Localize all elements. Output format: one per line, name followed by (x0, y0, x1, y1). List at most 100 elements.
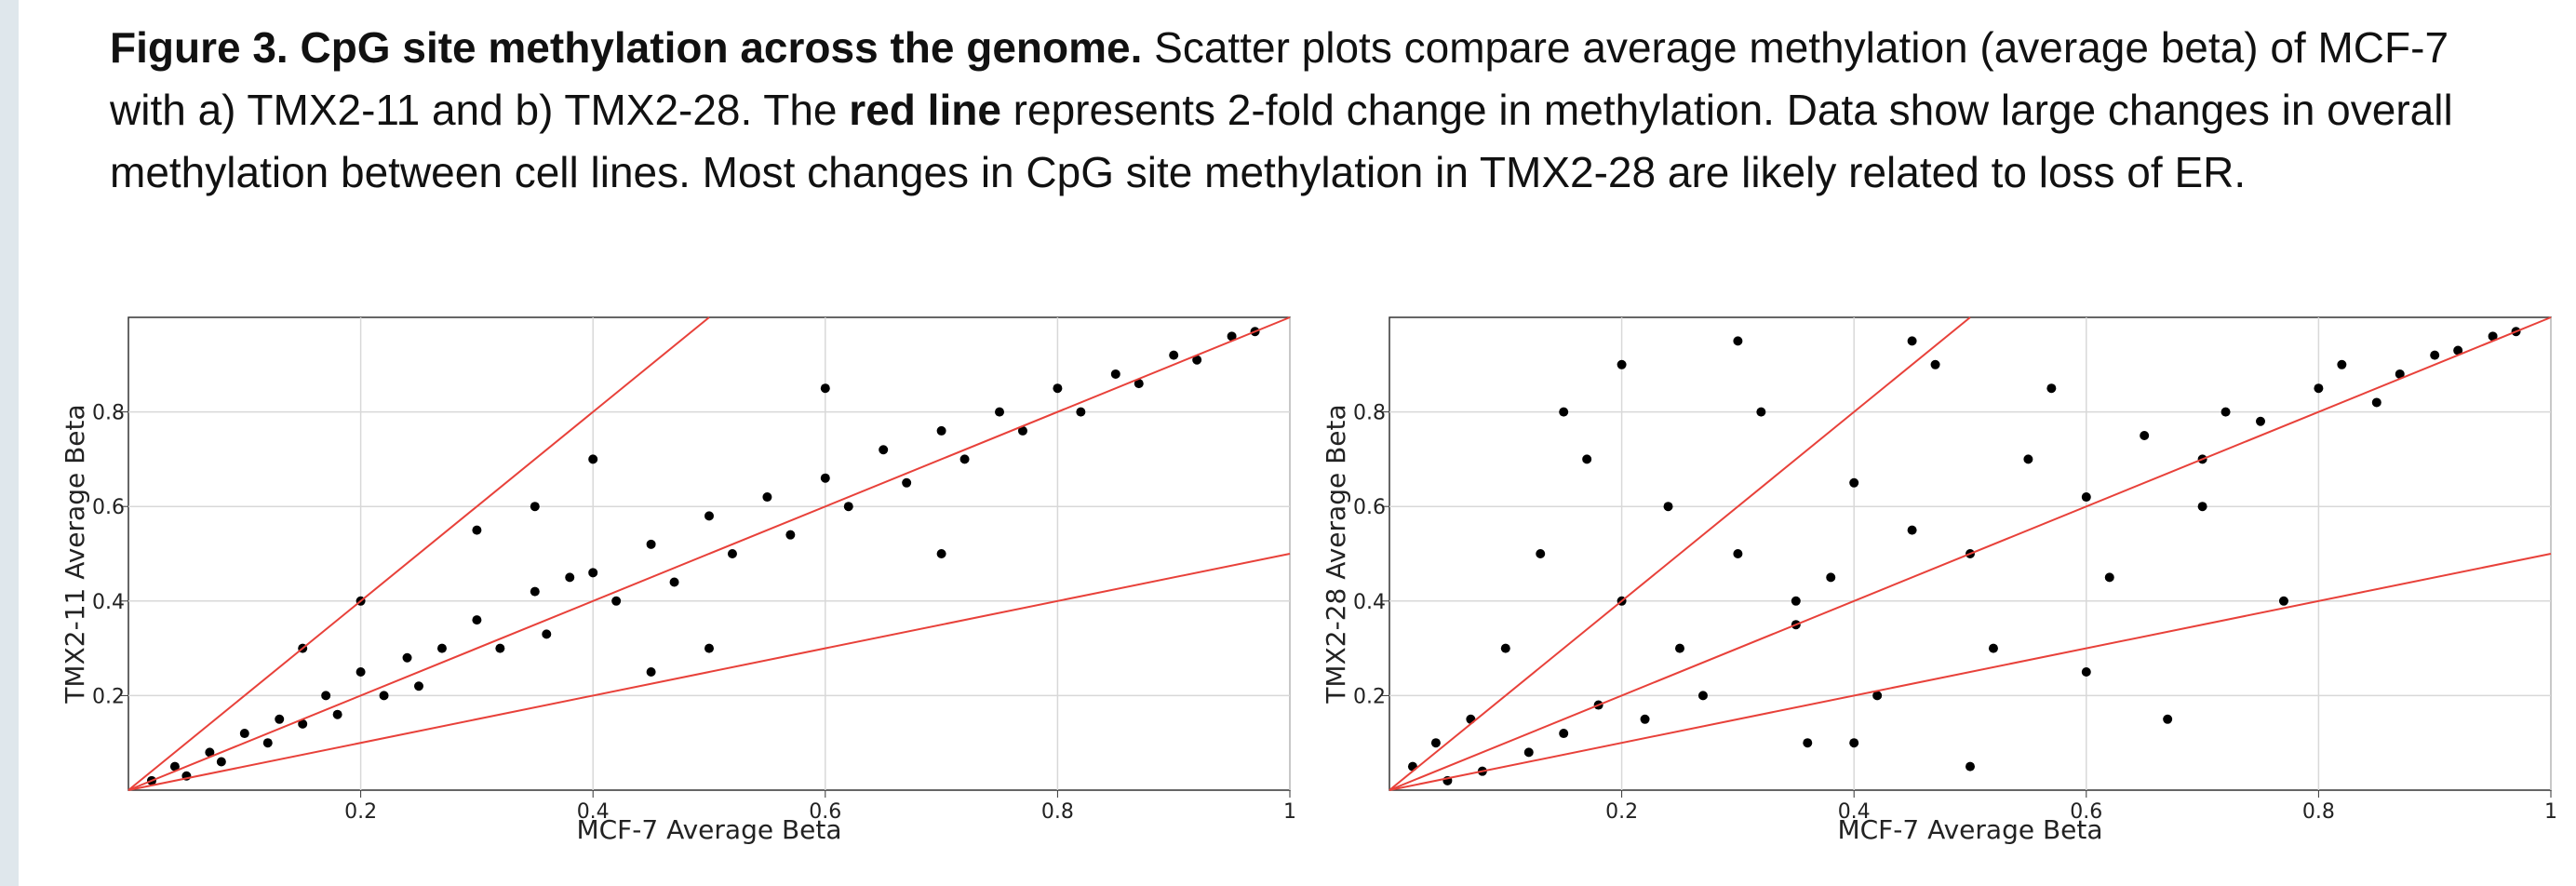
point (169, 761, 180, 772)
point (611, 596, 622, 606)
point (1988, 643, 1998, 653)
point (1227, 331, 1237, 342)
point (2256, 416, 2265, 426)
point (820, 383, 830, 394)
point (472, 615, 482, 625)
point (205, 747, 215, 758)
point (1134, 379, 1144, 389)
point (1663, 502, 1673, 512)
point (646, 667, 656, 677)
point (216, 757, 226, 767)
point (1169, 350, 1179, 360)
point (959, 454, 970, 464)
point (1192, 355, 1202, 365)
point (727, 549, 737, 558)
point (1733, 336, 1743, 346)
point (2081, 492, 2091, 503)
point (436, 643, 447, 653)
point (2140, 431, 2150, 440)
point (1826, 572, 1836, 583)
fold-change-line (127, 316, 1291, 791)
point (1930, 359, 1940, 369)
y-tick-label: 0.2 (92, 685, 125, 708)
point (785, 530, 796, 540)
point (820, 473, 830, 483)
fold-change-line (1389, 316, 1971, 791)
point (669, 577, 679, 587)
point (275, 714, 285, 724)
x-axis-title: MCF-7 Average Beta (576, 814, 841, 845)
point (1559, 407, 1569, 417)
point (298, 718, 308, 729)
point (402, 652, 412, 663)
y-tick-label: 0.6 (92, 496, 125, 519)
point (588, 454, 598, 464)
point (379, 691, 389, 701)
fold-change-line (127, 316, 710, 791)
point (495, 643, 505, 653)
point (936, 425, 946, 436)
x-tick-label: 0.4 (1838, 800, 1871, 824)
point (2430, 350, 2440, 360)
point (2081, 667, 2091, 677)
point (704, 643, 714, 653)
point (356, 667, 366, 677)
page-edge (0, 0, 19, 886)
point (530, 502, 540, 512)
point (1675, 643, 1684, 653)
point (2023, 454, 2033, 464)
y-tick-label: 0.2 (1353, 685, 1386, 708)
point (995, 407, 1004, 417)
point (2278, 596, 2288, 606)
point (1430, 738, 1441, 748)
point (1803, 738, 1813, 748)
point (1849, 477, 1859, 488)
y-tick-label: 0.8 (92, 402, 125, 425)
x-tick-label: 0.2 (1605, 800, 1638, 824)
y-tick-label: 0.4 (1353, 591, 1386, 614)
point (843, 502, 853, 512)
caption-lead: Figure 3. CpG site methylation across th… (110, 23, 1143, 72)
point (1017, 425, 1027, 436)
point (2104, 572, 2114, 583)
point (2220, 407, 2231, 417)
point (530, 586, 540, 597)
point (762, 492, 772, 503)
x-tick-label: 0.8 (2302, 800, 2335, 824)
point (2337, 359, 2347, 369)
x-tick-label: 0.4 (577, 800, 610, 824)
x-tick-label: 0.2 (344, 800, 377, 824)
point (542, 629, 552, 639)
x-tick-label: 1 (2544, 800, 2557, 824)
point (1500, 643, 1510, 653)
y-tick-label: 0.4 (92, 591, 125, 614)
point (1966, 761, 1975, 772)
point (588, 568, 598, 578)
caption-text: Scatter plots compare average methylatio… (110, 23, 2449, 134)
figure-caption: Figure 3. CpG site methylation across th… (110, 17, 2529, 204)
point (2314, 383, 2324, 394)
point (1907, 336, 1917, 346)
point (1791, 596, 1801, 606)
x-axis-title: MCF-7 Average Beta (1837, 814, 2102, 845)
x-tick-label: 1 (1283, 800, 1296, 824)
point (902, 477, 912, 488)
point (879, 445, 889, 455)
point (2488, 331, 2498, 342)
point (1076, 407, 1086, 417)
point (646, 539, 656, 549)
point (1523, 747, 1534, 758)
point (1872, 691, 1883, 701)
point (1697, 691, 1708, 701)
point (1733, 549, 1743, 558)
point (414, 681, 423, 691)
y-axis-title: TMX2-28 Average Beta (1321, 404, 1351, 704)
y-tick-label: 0.8 (1353, 402, 1386, 425)
point (1536, 549, 1546, 558)
point (2453, 345, 2463, 356)
point (1582, 454, 1592, 464)
point (1849, 738, 1859, 748)
x-tick-label: 0.6 (2070, 800, 2102, 824)
